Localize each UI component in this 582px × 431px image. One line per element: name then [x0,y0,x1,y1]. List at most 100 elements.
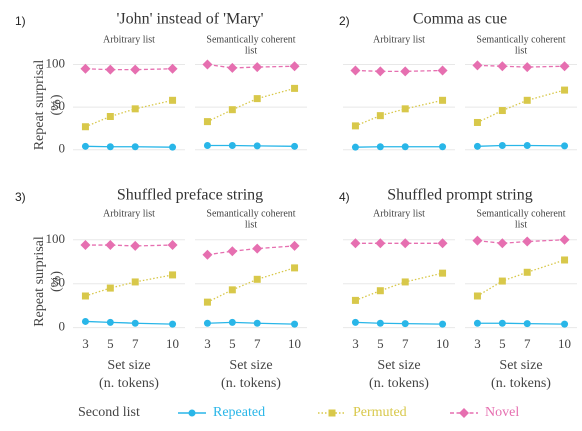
data-point [401,278,409,286]
panel-label: 2) [339,14,350,28]
y-axis-label: (%) [49,94,64,115]
x-axis-label: (n. tokens) [491,376,551,391]
x-tick-label: 7 [254,336,261,351]
data-point [561,320,569,328]
x-tick-label: 3 [204,336,211,351]
series-line [355,272,443,301]
data-point [351,143,359,151]
data-point [80,240,91,251]
data-point [376,287,384,295]
data-point [376,112,384,120]
data-point [437,238,448,249]
data-point [253,95,261,103]
data-point [169,143,177,151]
data-point [81,123,89,131]
data-point [351,122,359,130]
y-tick-label: 0 [59,319,66,334]
data-point [130,240,141,251]
series-line [477,239,565,244]
series-line [207,87,295,123]
data-point [439,143,447,151]
data-point [169,96,177,104]
data-point [522,236,533,247]
data-point [522,62,533,73]
data-point [439,96,447,104]
data-point [439,269,447,277]
series-line [207,267,295,303]
data-point [523,96,531,104]
x-tick-label: 7 [402,336,409,351]
data-point [439,320,447,328]
x-tick-label: 10 [558,336,571,351]
data-point [203,141,211,149]
data-point [497,61,508,72]
x-tick-label: 3 [352,336,359,351]
data-point [561,256,569,264]
panel-label: 1) [15,14,26,28]
facet-subtitle: Arbitrary list [103,208,155,219]
data-point [291,142,299,150]
facet-subtitle: list [515,219,527,230]
x-axis-label: Set size [229,358,272,373]
data-point [131,278,139,286]
panel-title: Shuffled prompt string [387,187,532,204]
legend-title: Second list [78,405,140,420]
series-line [207,245,295,256]
data-point [228,141,236,149]
y-tick-label: 50 [52,98,65,113]
series-line [85,68,173,71]
data-point [351,296,359,304]
panel-label: 4) [339,190,350,204]
data-point [401,320,409,328]
data-point [81,292,89,300]
x-axis-label: (n. tokens) [99,376,159,391]
data-point [473,319,481,327]
x-axis-label: (n. tokens) [369,376,429,391]
facet-subtitle: list [245,219,257,230]
x-tick-label: 10 [288,336,301,351]
data-point [350,238,361,249]
data-point [561,142,569,150]
data-point [473,118,481,126]
data-point [80,63,91,74]
x-axis-label: Set size [377,358,420,373]
data-point [523,320,531,328]
x-axis-label: (n. tokens) [221,376,281,391]
data-point [105,240,116,251]
series-line [477,144,565,147]
facet-subtitle: Arbitrary list [373,34,425,45]
data-point [400,238,411,249]
data-point [252,62,263,73]
panel-title: 'John' instead of 'Mary' [116,11,263,28]
data-point [291,320,299,328]
data-point [106,284,114,292]
data-point [169,271,177,279]
x-tick-label: 3 [82,336,89,351]
y-tick-label: 50 [52,275,65,290]
series-line [85,99,173,128]
data-point [131,143,139,151]
data-point [376,319,384,327]
x-tick-label: 5 [229,336,236,351]
data-point [523,141,531,149]
data-point [105,64,116,75]
data-point [497,238,508,249]
x-tick-label: 7 [132,336,139,351]
legend-label: Repeated [213,405,265,420]
data-point [227,62,238,73]
data-point [203,319,211,327]
data-point [169,320,177,328]
data-point [253,319,261,327]
y-tick-label: 0 [59,141,66,156]
facet-subtitle: Semantically coherent [476,208,565,219]
series-line [85,145,173,148]
legend-label: Permuted [353,405,407,420]
data-point [167,63,178,74]
facet-subtitle: Arbitrary list [373,208,425,219]
facet-subtitle: list [245,45,257,56]
data-point [202,249,213,260]
data-point [289,61,300,72]
y-axis-label: Repeat surprisal [32,60,47,151]
x-tick-label: 5 [499,336,506,351]
